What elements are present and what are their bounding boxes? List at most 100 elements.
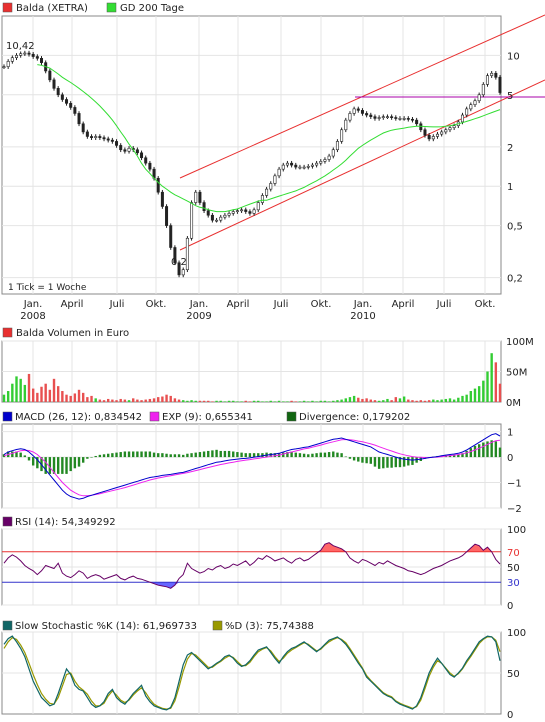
volume-bar [119, 398, 122, 402]
price-candle [73, 107, 77, 114]
price-candle [156, 177, 160, 193]
divergence-bar [294, 452, 297, 458]
volume-bar [136, 399, 139, 402]
volume-bar [232, 400, 235, 402]
price-candle [369, 114, 373, 117]
volume-bar [373, 400, 377, 402]
divergence-bar [315, 453, 318, 458]
divergence-bar [144, 451, 147, 458]
price-candle [15, 55, 19, 59]
price-candle [256, 202, 260, 211]
divergence-bar [94, 455, 97, 458]
price-candle [198, 191, 202, 203]
volume-legend: Balda Volumen in Euro [16, 328, 129, 339]
volume-bar [144, 399, 147, 402]
x-tick-label: Juli [273, 299, 289, 310]
price-candle [448, 127, 452, 131]
volume-bar [294, 401, 297, 402]
price-candle [469, 104, 473, 110]
divergence-bar [61, 457, 64, 474]
y-tick-label: 0 [507, 601, 513, 612]
divergence-bar [56, 457, 60, 474]
volume-bar [173, 398, 177, 402]
divergence-bar [169, 454, 172, 458]
price-candle [277, 168, 281, 177]
divergence-bar [127, 451, 131, 458]
divergence-bar [73, 457, 77, 469]
price-candle [223, 214, 227, 218]
volume-bar [469, 391, 473, 402]
divergence-bar [77, 457, 81, 467]
y-tick-label: 100M [506, 337, 534, 348]
volume-bar [190, 400, 193, 402]
price-candle [169, 225, 173, 248]
price-candle [85, 131, 89, 137]
volume-bar [352, 395, 356, 402]
volume-bar [148, 398, 152, 402]
price-candle [60, 94, 64, 100]
price-candle [440, 131, 444, 135]
divergence-bar [290, 451, 293, 458]
price-candle [273, 175, 277, 184]
divergence-bar [348, 457, 352, 459]
volume-bar [494, 362, 498, 402]
price-candle [494, 72, 498, 78]
price-candle [227, 213, 231, 216]
price-candle [423, 129, 427, 136]
volume-bar [407, 399, 410, 402]
volume-bar [302, 400, 306, 402]
price-candle [281, 164, 285, 170]
price-candle [160, 191, 164, 207]
volume-bar [402, 396, 406, 402]
divergence-bar [365, 457, 368, 464]
price-candle [215, 219, 219, 222]
price-candle [19, 53, 23, 56]
price-candle [490, 72, 494, 76]
volume-bar [319, 400, 322, 402]
volume-bar [273, 401, 277, 402]
volume-bar [361, 398, 364, 402]
volume-bar [40, 386, 43, 402]
volume-bar [390, 400, 393, 402]
price-candle [181, 269, 185, 276]
price-candle [40, 57, 44, 63]
y-tick-label: 70 [507, 548, 520, 559]
volume-bar [327, 401, 331, 402]
stochastic-legend-swatch-k [2, 620, 13, 631]
price-candle [435, 133, 439, 137]
x-tick-label: April [392, 299, 415, 310]
divergence-bar [44, 457, 47, 474]
price-legend-balda: Balda (XETRA) [16, 3, 88, 14]
price-candle [406, 118, 410, 120]
price-candle [98, 136, 102, 138]
volume-bar [52, 378, 56, 402]
volume-bar [115, 400, 118, 402]
volume-bar [252, 400, 256, 402]
volume-bar [248, 401, 252, 402]
volume-bar [194, 400, 197, 402]
price-candle [498, 76, 502, 93]
price-candle [190, 202, 194, 239]
volume-bar [61, 391, 64, 402]
divergence-bar [119, 452, 122, 458]
volume-bar [486, 371, 489, 402]
volume-bar [365, 398, 368, 402]
volume-bar [98, 399, 102, 402]
volume-bar [94, 398, 97, 402]
price-candle [294, 164, 298, 168]
divergence-bar [31, 457, 35, 466]
divergence-bar [461, 453, 464, 458]
price-candle [77, 113, 81, 125]
price-panel: Balda (XETRA) GD 200 Tage 10,42 0,2 1 Ti… [1, 2, 545, 322]
exp-line [3, 438, 501, 497]
volume-bar [198, 400, 202, 402]
volume-bar [411, 400, 414, 402]
price-candle [327, 155, 331, 160]
volume-bar [81, 392, 85, 402]
price-candle [94, 136, 98, 138]
volume-bar [382, 400, 385, 402]
trend-channel-lower [179, 79, 545, 251]
price-candle [248, 211, 252, 214]
divergence-bar [190, 453, 193, 458]
y-tick-label: 2 [507, 143, 513, 154]
